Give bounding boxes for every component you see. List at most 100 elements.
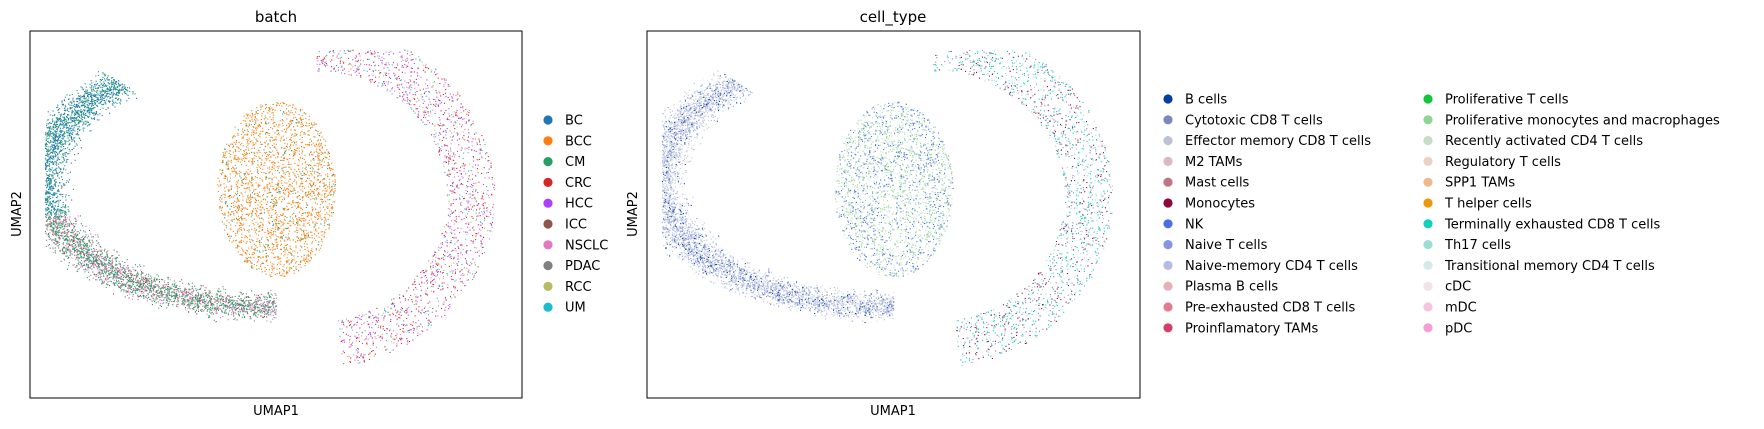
- data-point: [100, 250, 101, 251]
- data-point: [103, 282, 104, 283]
- data-point: [233, 301, 234, 302]
- data-point: [96, 81, 97, 82]
- data-point: [135, 270, 136, 271]
- data-point: [348, 71, 349, 72]
- data-point: [255, 127, 256, 128]
- data-point: [466, 114, 467, 115]
- data-point: [234, 219, 235, 220]
- data-point: [216, 294, 217, 295]
- data-point: [468, 201, 469, 202]
- data-point: [435, 281, 436, 282]
- data-point: [117, 267, 118, 268]
- data-point: [129, 294, 130, 295]
- data-point: [268, 240, 269, 241]
- data-point: [400, 56, 401, 57]
- data-point: [438, 264, 439, 265]
- data-point: [369, 324, 370, 325]
- data-point: [428, 111, 429, 112]
- data-point: [178, 304, 179, 305]
- data-point: [83, 129, 84, 130]
- data-point: [73, 138, 74, 139]
- data-point: [63, 138, 64, 139]
- data-point: [462, 119, 463, 120]
- data-point: [309, 125, 310, 126]
- data-point: [447, 256, 448, 257]
- data-point: [265, 304, 266, 305]
- data-point: [242, 317, 243, 318]
- data-point: [305, 168, 306, 169]
- data-point: [83, 102, 84, 103]
- data-point: [51, 214, 52, 215]
- data-point: [237, 308, 238, 309]
- data-point: [229, 198, 230, 199]
- data-point: [117, 89, 118, 90]
- data-point: [168, 278, 169, 279]
- data-point: [289, 268, 290, 269]
- data-point: [269, 223, 270, 224]
- data-point: [471, 263, 472, 264]
- data-point: [388, 73, 389, 74]
- data-point: [382, 83, 383, 84]
- data-point: [407, 60, 408, 61]
- data-point: [329, 179, 330, 180]
- data-point: [273, 115, 274, 116]
- data-point: [54, 114, 55, 115]
- data-point: [67, 223, 68, 224]
- data-point: [314, 216, 315, 217]
- data-point: [440, 134, 441, 135]
- data-point: [81, 265, 82, 266]
- data-point: [235, 247, 236, 248]
- data-point: [484, 218, 485, 219]
- data-point: [69, 98, 70, 99]
- data-point: [251, 229, 252, 230]
- data-point: [87, 95, 88, 96]
- data-point: [60, 228, 61, 229]
- data-point: [324, 236, 325, 237]
- data-point: [261, 242, 262, 243]
- data-point: [440, 128, 441, 129]
- data-point: [195, 294, 196, 295]
- data-point: [385, 315, 386, 316]
- data-point: [436, 92, 437, 93]
- data-point: [316, 249, 317, 250]
- data-point: [257, 257, 258, 258]
- data-point: [267, 304, 268, 305]
- data-point: [255, 232, 256, 233]
- data-point: [300, 135, 301, 136]
- data-point: [454, 243, 455, 244]
- data-point: [62, 229, 63, 230]
- data-point: [299, 203, 300, 204]
- data-point: [366, 314, 367, 315]
- data-point: [445, 231, 446, 232]
- data-point: [68, 246, 69, 247]
- data-point: [239, 142, 240, 143]
- data-point: [83, 250, 84, 251]
- data-point: [389, 77, 390, 78]
- data-point: [87, 269, 88, 270]
- data-point: [295, 175, 296, 176]
- data-point: [268, 143, 269, 144]
- data-point: [91, 80, 92, 81]
- data-point: [257, 160, 258, 161]
- data-point: [276, 212, 277, 213]
- data-point: [280, 160, 281, 161]
- data-point: [278, 223, 279, 224]
- data-point: [316, 130, 317, 131]
- data-point: [64, 165, 65, 166]
- data-point: [228, 313, 229, 314]
- data-point: [54, 213, 55, 214]
- data-point: [60, 222, 61, 223]
- data-point: [328, 195, 329, 196]
- data-point: [321, 245, 322, 246]
- data-point: [438, 106, 439, 107]
- data-point: [277, 166, 278, 167]
- data-point: [333, 193, 334, 194]
- data-point: [483, 205, 484, 206]
- data-point: [231, 220, 232, 221]
- data-point: [200, 288, 201, 289]
- data-point: [58, 139, 59, 140]
- data-point: [324, 165, 325, 166]
- data-point: [439, 259, 440, 260]
- data-point: [303, 258, 304, 259]
- data-point: [442, 242, 443, 243]
